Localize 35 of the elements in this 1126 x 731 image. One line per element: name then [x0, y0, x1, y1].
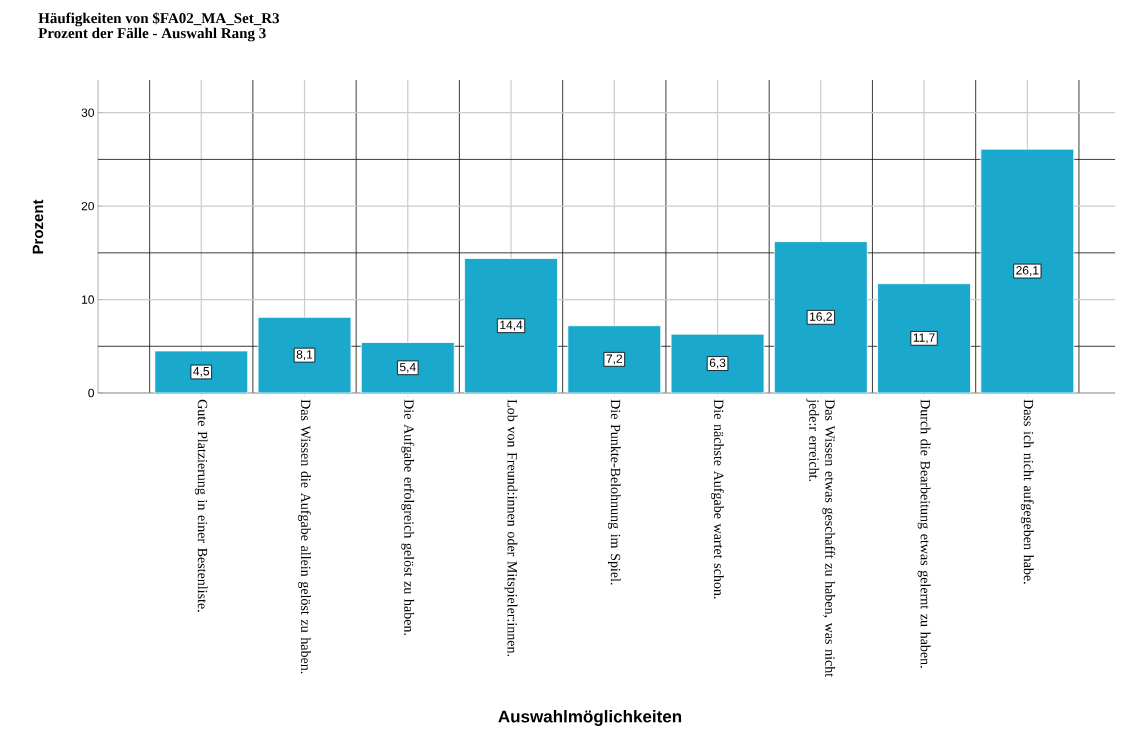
x-tick-label: Durch die Bearbeitung etwas gelernt zu haben. [917, 399, 931, 668]
bar [360, 342, 455, 393]
data-label: 11,7 [913, 333, 935, 344]
y-axis-title: Prozent [32, 199, 44, 254]
bar [877, 283, 971, 393]
x-axis-title: Auswahlmöglichkeiten [498, 710, 682, 726]
bar [980, 148, 1075, 393]
x-tick-label: Lob von Freund:innen oder Mitspieler:innen. [504, 399, 518, 657]
data-label: 8,1 [296, 350, 313, 361]
data-label: 5,4 [399, 362, 416, 373]
chart-title: Häufigkeiten von $FA02_MA_Set_R3 [38, 12, 280, 27]
bar [257, 316, 352, 393]
x-tick-label: Das Wissen etwas geschafft zu haben, was nicht jede:r erreicht. [806, 398, 836, 678]
x-tick-label: Die Aufgabe erfolgreich gelöst zu haben. [401, 399, 415, 636]
x-tick-label: Die Punkte-Belohnung im Spiel. [607, 399, 621, 585]
data-label: 14,4 [500, 320, 523, 331]
data-label: 26,1 [1016, 266, 1039, 277]
bar [154, 350, 249, 393]
y-tick-label: 10 [82, 295, 95, 304]
y-tick-label: 20 [81, 201, 95, 211]
data-label: 16,2 [810, 312, 832, 323]
x-tick-label: Dass ich nicht aufgegeben habe. [1020, 399, 1034, 584]
data-label: 7,2 [606, 354, 623, 365]
x-tick-label: Das Wissen die Aufgabe allein gelöst zu haben. [298, 399, 311, 674]
chart-subtitle: Prozent der Fälle - Auswahl Rang 3 [38, 27, 266, 42]
bar [773, 241, 868, 393]
bar [464, 258, 558, 393]
x-tick-label: Gute Platzierung in einer Bestenliste. [194, 399, 208, 612]
data-label: 4,5 [193, 367, 210, 377]
data-label: 6,3 [709, 358, 726, 369]
bar [567, 325, 662, 393]
y-tick-label: 30 [81, 108, 95, 117]
y-tick-label: 0 [88, 388, 95, 398]
bar [670, 333, 765, 393]
x-tick-label: Die nächste Aufgabe wartet schon. [711, 399, 724, 599]
